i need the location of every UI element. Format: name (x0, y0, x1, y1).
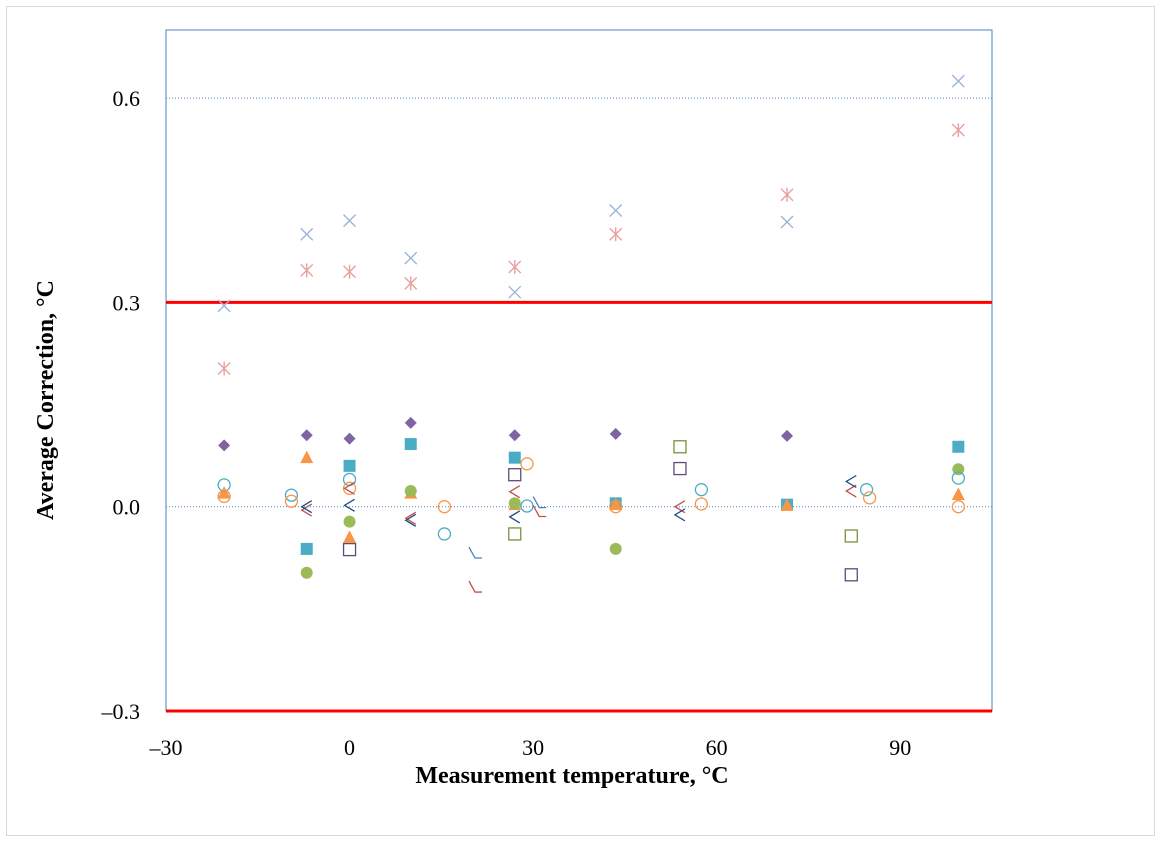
data-point (844, 568, 858, 582)
data-point (343, 515, 356, 528)
data-point (468, 580, 482, 593)
data-point (300, 227, 314, 241)
data-point (300, 503, 313, 517)
data-point (300, 429, 313, 442)
data-point (609, 500, 623, 514)
data-point (508, 285, 522, 299)
data-point (951, 500, 965, 514)
data-point (532, 496, 547, 509)
data-point (343, 498, 355, 512)
x-tick-label: –30 (149, 735, 183, 760)
data-point (780, 187, 794, 202)
data-point (343, 264, 357, 279)
data-point (468, 546, 482, 559)
data-point (218, 439, 231, 452)
data-point (609, 427, 622, 440)
data-point (673, 440, 687, 454)
x-axis-title: Measurement temperature, °C (415, 763, 728, 789)
data-point (694, 497, 709, 511)
data-point (951, 471, 965, 485)
data-point (343, 214, 357, 228)
data-points (217, 74, 965, 593)
data-point (404, 485, 417, 498)
data-point (859, 483, 874, 497)
data-point (300, 263, 314, 278)
data-point (404, 276, 418, 291)
data-point (673, 508, 686, 522)
data-point (217, 361, 231, 376)
data-point (673, 461, 687, 476)
y-tick-label: 0.3 (113, 290, 141, 315)
data-point (508, 527, 522, 541)
data-point (845, 474, 857, 489)
data-point (508, 510, 521, 524)
data-point (300, 500, 313, 514)
data-point (609, 203, 623, 217)
y-tick-label: 0.6 (113, 86, 141, 111)
data-point (520, 499, 534, 513)
data-point (300, 450, 314, 464)
data-point (952, 440, 965, 453)
data-point (951, 123, 965, 138)
data-point (343, 432, 356, 445)
data-point (217, 489, 231, 504)
data-point (844, 529, 858, 543)
data-point (609, 542, 622, 555)
data-point (404, 438, 417, 451)
data-point (284, 494, 299, 508)
data-point (694, 483, 709, 497)
tick-labels: –30 0 30 60 90 –0.3 0.0 0.3 0.6 (101, 86, 912, 760)
y-axis-title: Average Correction, °C (33, 280, 59, 520)
x-tick-label: 60 (706, 735, 728, 760)
data-point (780, 498, 794, 511)
data-point (508, 259, 522, 274)
data-point (951, 487, 965, 500)
plot-border (165, 29, 993, 712)
data-point (520, 457, 534, 471)
y-tick-label: –0.3 (101, 699, 141, 724)
y-tick-label: 0.0 (113, 495, 141, 520)
data-point (437, 500, 452, 514)
chart-frame (6, 6, 1155, 836)
data-point (343, 459, 356, 472)
data-point (508, 451, 521, 464)
data-point (437, 527, 452, 541)
data-point (780, 215, 794, 229)
limit-lines (166, 300, 992, 713)
data-point (300, 566, 313, 579)
data-point (609, 227, 623, 242)
data-point (862, 491, 877, 505)
data-point (609, 497, 623, 511)
x-tick-label: 0 (344, 735, 355, 760)
x-tick-label: 90 (889, 735, 911, 760)
data-point (404, 513, 417, 527)
data-point (951, 74, 965, 88)
data-point (284, 488, 299, 502)
data-point (508, 429, 521, 442)
data-point (300, 542, 313, 555)
data-point (342, 542, 357, 557)
data-point (508, 485, 521, 499)
x-tick-label: 30 (522, 735, 544, 760)
data-point (404, 251, 418, 265)
data-point (217, 486, 231, 499)
data-point (343, 530, 357, 543)
data-point (217, 299, 231, 313)
data-point (781, 429, 794, 442)
data-point (508, 497, 521, 510)
data-point (845, 484, 857, 498)
plot-area (165, 29, 993, 712)
data-point (532, 505, 547, 518)
data-point (404, 416, 417, 429)
data-point (343, 481, 355, 495)
data-point (508, 468, 522, 482)
data-point (404, 511, 417, 525)
